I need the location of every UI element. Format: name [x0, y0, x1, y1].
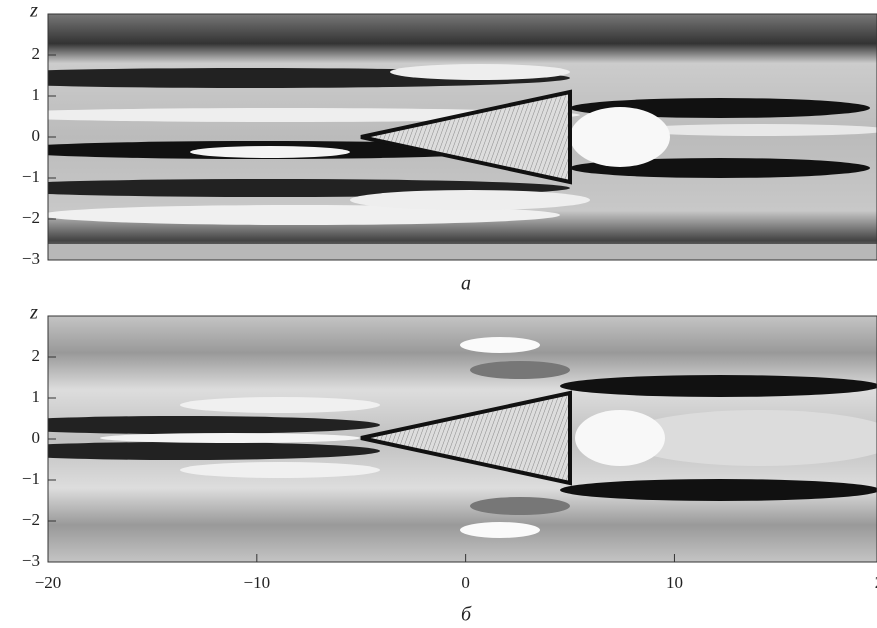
y-tick-label: −1	[22, 167, 40, 186]
x-tick-label: 0	[461, 573, 470, 592]
y-tick-label: −1	[22, 469, 40, 488]
contour-field	[48, 14, 877, 260]
x-tick-label: 20	[875, 573, 877, 592]
x-tick-label: 10	[666, 573, 683, 592]
y-tick-label: 0	[32, 126, 41, 145]
y-axis-label: z	[29, 0, 38, 22]
caption: б	[461, 604, 472, 626]
contour-field	[48, 316, 877, 562]
y-tick-label: −3	[22, 249, 40, 268]
y-tick-label: 1	[32, 85, 41, 104]
y-tick-label: 2	[32, 346, 41, 365]
y-tick-label: −3	[22, 551, 40, 570]
x-tick-label: −10	[244, 573, 271, 592]
y-tick-label: −2	[22, 510, 40, 529]
y-tick-label: 1	[32, 387, 41, 406]
y-tick-label: 2	[32, 44, 41, 63]
x-tick-label: −20	[35, 573, 62, 592]
y-tick-label: −2	[22, 208, 40, 227]
y-axis-label: z	[29, 302, 38, 324]
y-tick-label: 0	[32, 428, 41, 447]
caption: a	[461, 273, 471, 295]
